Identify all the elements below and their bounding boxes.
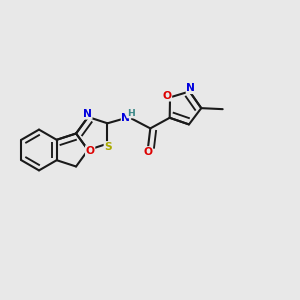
Text: S: S	[104, 142, 112, 152]
Text: N: N	[186, 83, 195, 93]
Text: O: O	[86, 146, 95, 156]
Text: O: O	[143, 147, 152, 157]
Text: N: N	[122, 113, 130, 123]
Text: O: O	[163, 91, 172, 101]
Text: N: N	[83, 109, 92, 119]
Text: H: H	[128, 109, 135, 118]
